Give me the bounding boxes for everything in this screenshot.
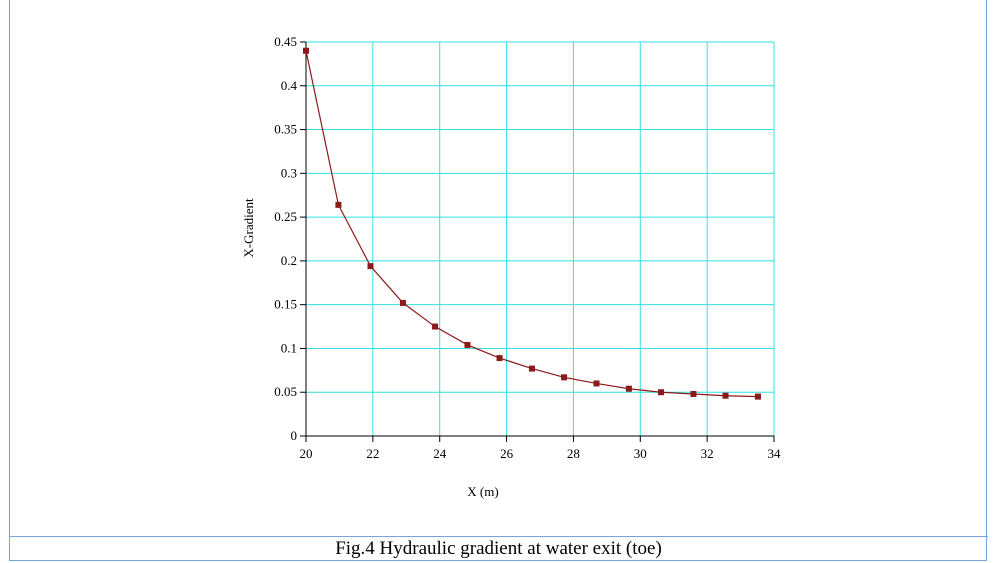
y-tick-label: 0.2	[281, 253, 297, 268]
data-point-marker	[496, 355, 503, 362]
series-line	[305, 50, 758, 398]
y-tick-label: 0.3	[281, 165, 297, 180]
y-tick-label: 0.15	[274, 297, 297, 312]
y-axis-label: X-Gradient	[241, 198, 256, 258]
data-point-marker	[658, 389, 665, 396]
y-tick-label: 0.1	[281, 340, 297, 355]
x-axis-label: X (m)	[467, 484, 498, 499]
x-tick-label: 20	[300, 446, 313, 461]
data-series	[303, 47, 761, 400]
data-point-marker	[303, 47, 309, 54]
data-point-marker	[625, 385, 632, 392]
data-point-marker	[593, 380, 600, 387]
data-point-marker	[399, 299, 406, 306]
caption-divider	[9, 536, 988, 537]
figure-caption: Fig.4 Hydraulic gradient at water exit (…	[335, 538, 662, 559]
x-tick-label: 32	[701, 446, 714, 461]
axes	[300, 41, 775, 442]
data-point-marker	[754, 393, 761, 400]
x-tick-label: 28	[567, 446, 580, 461]
x-tick-label: 30	[634, 446, 647, 461]
x-tick-label: 26	[500, 446, 513, 461]
y-tick-label: 0.05	[274, 384, 297, 399]
y-tick-label: 0.35	[274, 122, 297, 137]
y-tick-label: 0.4	[281, 78, 298, 93]
y-tick-label: 0.45	[274, 34, 297, 49]
data-point-marker	[690, 390, 697, 397]
chart-area: 20 22 24 26 28 30 32 34 0 0.05 0.1 0.15 0.2 0.25 0.3 0.…	[10, 0, 986, 536]
data-point-marker	[335, 201, 342, 208]
figure-frame	[9, 0, 987, 561]
line-chart: 20 22 24 26 28 30 32 34 0 0.05 0.1 0.15 0.2 0.25 0.3 0.…	[241, 34, 781, 499]
grid-lines	[306, 41, 775, 436]
data-point-marker	[432, 323, 439, 330]
y-tick-label: 0.25	[274, 209, 297, 224]
y-tick-label: 0	[291, 428, 298, 443]
x-tick-label: 22	[366, 446, 379, 461]
data-point-marker	[464, 341, 471, 348]
x-tick-label: 34	[768, 446, 782, 461]
data-point-marker	[528, 365, 535, 372]
data-point-marker	[367, 263, 374, 270]
data-point-marker	[561, 374, 568, 381]
data-point-marker	[722, 392, 729, 399]
tick-labels: 20 22 24 26 28 30 32 34 0 0.05 0.1 0.15 0.2 0.25 0.3 0.…	[274, 34, 781, 461]
x-tick-label: 24	[433, 446, 447, 461]
